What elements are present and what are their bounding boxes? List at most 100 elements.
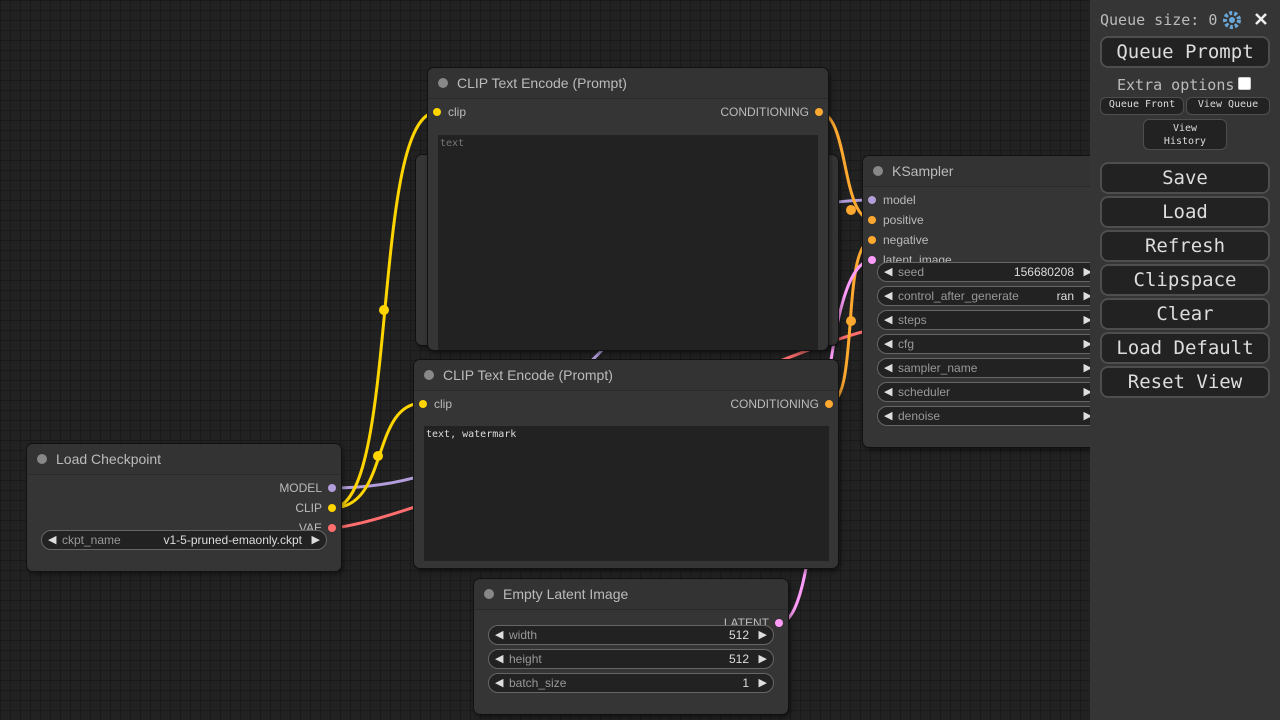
widget-name: sampler_name: [898, 361, 978, 375]
widget-name: scheduler: [898, 385, 951, 399]
node-collapse-dot[interactable]: [37, 454, 47, 464]
widget-arrow-left[interactable]: ◀: [48, 534, 57, 546]
widget-name: batch_size: [509, 676, 567, 690]
input-slot[interactable]: [419, 400, 427, 408]
input-slot[interactable]: [868, 216, 876, 224]
settings-icon[interactable]: [1222, 10, 1242, 30]
output-slot[interactable]: [815, 108, 823, 116]
widget[interactable]: ◀ ▶ width 512: [488, 625, 774, 645]
widget-value: v1-5-pruned-emaonly.ckpt: [163, 533, 302, 547]
menu-button[interactable]: Save: [1100, 162, 1270, 194]
node[interactable]: KSampler model positive negative latent_imag…: [863, 156, 1103, 447]
widget-arrow-left[interactable]: ◀: [495, 653, 504, 665]
menu-button[interactable]: Load: [1100, 196, 1270, 228]
widget-arrow-left[interactable]: ◀: [884, 314, 893, 326]
widget-arrow-left[interactable]: ◀: [884, 362, 893, 374]
node-title: KSampler: [863, 156, 1103, 187]
prompt-textarea[interactable]: text, watermark: [424, 426, 829, 561]
output-slot[interactable]: [328, 484, 336, 492]
queue-prompt-button[interactable]: Queue Prompt: [1100, 36, 1270, 68]
widget-arrow-left[interactable]: ◀: [884, 290, 893, 302]
widget-arrow-right[interactable]: ▶: [1083, 290, 1092, 302]
widget-arrow-right[interactable]: ▶: [1083, 266, 1092, 278]
widget[interactable]: ◀ ▶ steps: [877, 310, 1099, 330]
widget-value: 156680208: [1013, 265, 1074, 279]
widget-value: 1: [742, 676, 749, 690]
node-collapse-dot[interactable]: [484, 589, 494, 599]
node-title: CLIP Text Encode (Prompt): [428, 68, 828, 99]
widget-name: steps: [898, 313, 927, 327]
output-label: CONDITIONING: [720, 105, 809, 119]
widget-arrow-right[interactable]: ▶: [758, 629, 767, 641]
widget-arrow-left[interactable]: ◀: [884, 266, 893, 278]
close-icon[interactable]: [1254, 12, 1268, 26]
node[interactable]: Empty Latent Image LATENT ◀ ▶ width 512 ◀ ▶ heig…: [474, 579, 788, 714]
widget[interactable]: ◀ ▶ height 512: [488, 649, 774, 669]
node-collapse-dot[interactable]: [873, 166, 883, 176]
widget[interactable]: ◀ ▶ scheduler: [877, 382, 1099, 402]
prompt-textarea[interactable]: text: [438, 135, 818, 350]
input-label: positive: [883, 213, 924, 227]
node[interactable]: CLIP Text Encode (Prompt) clip CONDITIONIN…: [428, 68, 828, 350]
widget-value: 512: [728, 628, 749, 642]
widget-name: width: [509, 628, 538, 642]
widget-arrow-right[interactable]: ▶: [311, 534, 320, 546]
output-label: CLIP: [295, 501, 322, 515]
output-slot[interactable]: [328, 504, 336, 512]
input-label: clip: [448, 105, 467, 119]
widget[interactable]: ◀ ▶ seed 156680208: [877, 262, 1099, 282]
extra-options-checkbox[interactable]: [1238, 77, 1251, 90]
node[interactable]: Load Checkpoint MODEL CLIP VAE ◀ ▶ ckpt_name v1…: [27, 444, 341, 571]
widget-arrow-right[interactable]: ▶: [1083, 362, 1092, 374]
queue-size: Queue size: 0: [1100, 11, 1218, 29]
widget-name: seed: [898, 265, 925, 279]
input-label: clip: [434, 397, 453, 411]
node[interactable]: CLIP Text Encode (Prompt) clip CONDITIONIN…: [414, 360, 838, 568]
output-label: CONDITIONING: [730, 397, 819, 411]
widget-arrow-right[interactable]: ▶: [1083, 410, 1092, 422]
input-slot[interactable]: [433, 108, 441, 116]
widget-name: control_after_generate: [898, 289, 1019, 303]
view-history-button[interactable]: View History: [1143, 119, 1227, 150]
extra-options-label: Extra options: [1117, 76, 1235, 94]
output-slot[interactable]: [825, 400, 833, 408]
widget-arrow-left[interactable]: ◀: [884, 410, 893, 422]
widget-arrow-right[interactable]: ▶: [1083, 314, 1092, 326]
widget[interactable]: ◀ ▶ ckpt_name v1-5-pruned-emaonly.ckpt: [41, 530, 327, 550]
menu-button[interactable]: Reset View: [1100, 366, 1270, 398]
node-collapse-dot[interactable]: [438, 78, 448, 88]
node-title: CLIP Text Encode (Prompt): [414, 360, 838, 391]
menu-button[interactable]: Refresh: [1100, 230, 1270, 262]
widget-arrow-left[interactable]: ◀: [495, 629, 504, 641]
input-slot[interactable]: [868, 196, 876, 204]
widget-arrow-left[interactable]: ◀: [884, 386, 893, 398]
menu-button[interactable]: Clear: [1100, 298, 1270, 330]
widget-arrow-right[interactable]: ▶: [758, 677, 767, 689]
widget[interactable]: ◀ ▶ control_after_generate ran: [877, 286, 1099, 306]
widget-arrow-right[interactable]: ▶: [1083, 338, 1092, 350]
widget-arrow-left[interactable]: ◀: [884, 338, 893, 350]
widget-name: height: [509, 652, 542, 666]
widget[interactable]: ◀ ▶ denoise: [877, 406, 1099, 426]
menu-button[interactable]: Clipspace: [1100, 264, 1270, 296]
node-collapse-dot[interactable]: [424, 370, 434, 380]
input-slot[interactable]: [868, 236, 876, 244]
widget[interactable]: ◀ ▶ batch_size 1: [488, 673, 774, 693]
link-center: [373, 451, 383, 461]
widget-arrow-right[interactable]: ▶: [758, 653, 767, 665]
widget-arrow-right[interactable]: ▶: [1083, 386, 1092, 398]
input-slot[interactable]: [868, 256, 876, 264]
widget[interactable]: ◀ ▶ sampler_name: [877, 358, 1099, 378]
widget-value: 512: [728, 652, 749, 666]
widget-arrow-left[interactable]: ◀: [495, 677, 504, 689]
view-queue-button[interactable]: View Queue: [1186, 97, 1270, 115]
widget[interactable]: ◀ ▶ cfg: [877, 334, 1099, 354]
output-slot[interactable]: [328, 524, 336, 532]
queue-front-button[interactable]: Queue Front: [1100, 97, 1184, 115]
widget-name: denoise: [898, 409, 941, 423]
output-slot[interactable]: [775, 619, 783, 627]
widget-value: ran: [1056, 289, 1074, 303]
link-center: [846, 205, 856, 215]
menu-button[interactable]: Load Default: [1100, 332, 1270, 364]
